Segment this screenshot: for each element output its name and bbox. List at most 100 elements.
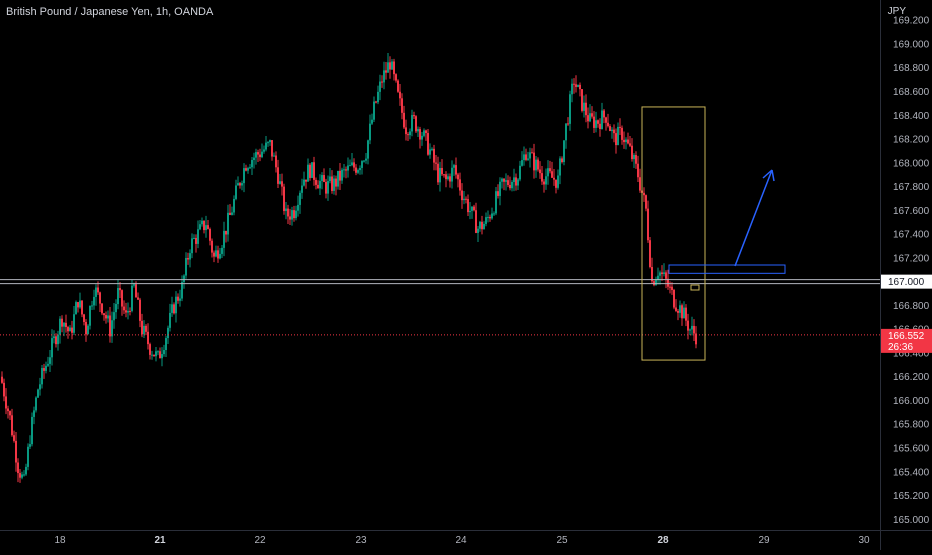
candle-up	[189, 253, 191, 260]
candle-down	[203, 220, 205, 231]
candle-down	[239, 183, 241, 186]
candle-up	[371, 119, 373, 124]
candle-down	[675, 307, 677, 311]
candle-up	[499, 181, 501, 196]
candle-up	[691, 325, 693, 330]
candle-down	[209, 228, 211, 241]
candle-up	[155, 351, 157, 357]
candle-down	[61, 318, 63, 327]
candle-up	[235, 185, 237, 199]
candle-down	[435, 162, 437, 164]
candle-up	[199, 224, 201, 230]
candle-up	[175, 296, 177, 314]
candle-up	[683, 307, 685, 319]
candle-down	[515, 177, 517, 186]
candle-up	[95, 287, 97, 297]
candle-up	[363, 160, 365, 162]
candle-down	[651, 267, 653, 282]
candle-down	[553, 177, 555, 180]
candle-up	[249, 167, 251, 169]
candle-up	[421, 135, 423, 140]
candle-up	[185, 258, 187, 276]
candle-up	[557, 175, 559, 188]
candle-down	[415, 116, 417, 132]
candle-up	[253, 157, 255, 161]
candle-up	[87, 325, 89, 335]
candle-down	[459, 179, 461, 191]
candle-down	[389, 62, 391, 70]
candle-down	[85, 321, 87, 335]
candle-up	[201, 220, 203, 225]
candle-up	[571, 83, 573, 95]
candle-up	[193, 237, 195, 239]
candle-up	[47, 363, 49, 366]
candle-down	[325, 181, 327, 194]
candle-down	[549, 168, 551, 172]
candle-up	[387, 62, 389, 73]
candle-up	[37, 389, 39, 398]
candle-down	[271, 140, 273, 157]
candle-down	[381, 81, 383, 83]
candle-down	[19, 473, 21, 478]
candle-down	[225, 230, 227, 235]
candle-up	[611, 129, 613, 132]
candle-up	[321, 175, 323, 181]
candle-down	[473, 206, 475, 211]
candle-up	[307, 164, 309, 182]
candle-up	[107, 315, 109, 319]
candle-up	[535, 159, 537, 171]
candle-down	[55, 336, 57, 345]
candle-up	[501, 178, 503, 182]
candle-down	[119, 288, 121, 291]
candle-down	[433, 148, 435, 163]
candle-down	[149, 344, 151, 355]
candle-down	[147, 331, 149, 345]
candle-down	[579, 84, 581, 90]
candle-up	[167, 327, 169, 339]
candle-down	[455, 165, 457, 175]
candle-up	[73, 314, 75, 333]
candle-up	[545, 176, 547, 185]
price-tick-label: 166.800	[893, 301, 930, 312]
candle-up	[423, 130, 425, 136]
candle-up	[311, 162, 313, 178]
candle-up	[429, 149, 431, 155]
candle-down	[647, 208, 649, 241]
candle-down	[141, 320, 143, 335]
candle-up	[45, 365, 47, 371]
candle-up	[21, 474, 23, 478]
candle-up	[519, 165, 521, 180]
candle-up	[659, 272, 661, 276]
candle-down	[561, 158, 563, 163]
candle-down	[593, 116, 595, 128]
price-tick-label: 168.600	[893, 87, 930, 98]
candle-down	[591, 113, 593, 117]
candle-up	[163, 350, 165, 355]
candle-up	[221, 247, 223, 254]
candle-down	[121, 290, 123, 307]
candle-down	[305, 179, 307, 182]
candle-down	[9, 411, 11, 416]
candle-down	[13, 435, 15, 441]
candle-down	[627, 139, 629, 144]
candle-down	[437, 163, 439, 183]
candle-down	[481, 221, 483, 230]
candle-up	[39, 384, 41, 390]
candle-down	[621, 127, 623, 140]
candle-down	[283, 186, 285, 212]
projection-arrow-line	[734, 169, 773, 267]
candle-up	[383, 70, 385, 83]
candle-down	[669, 286, 671, 288]
candle-down	[159, 351, 161, 359]
candle-down	[581, 89, 583, 111]
candle-down	[673, 289, 675, 308]
candle-down	[443, 174, 445, 176]
symbol-title[interactable]: British Pound / Japanese Yen, 1h, OANDA	[6, 6, 214, 18]
candle-up	[333, 178, 335, 191]
candle-down	[395, 74, 397, 81]
candle-up	[243, 168, 245, 184]
candle-down	[313, 162, 315, 180]
candle-down	[681, 305, 683, 319]
